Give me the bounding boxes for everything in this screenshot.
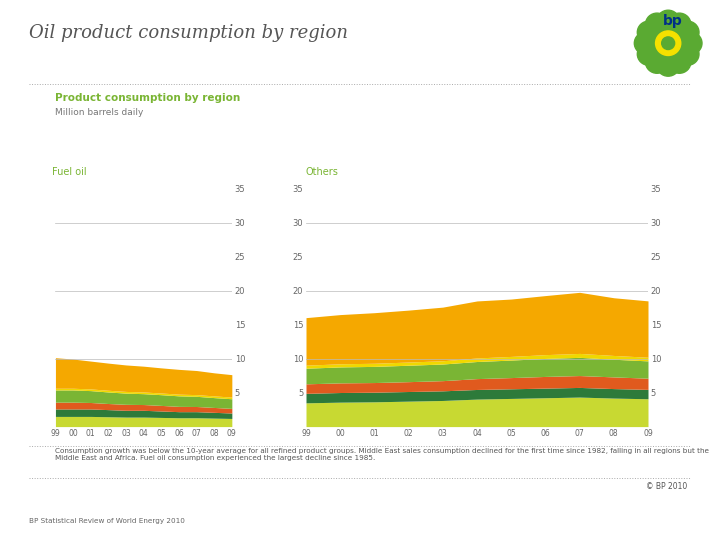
Circle shape (657, 10, 680, 33)
Circle shape (646, 51, 668, 73)
Circle shape (668, 51, 690, 73)
Text: © BP 2010: © BP 2010 (647, 482, 688, 491)
Circle shape (634, 32, 657, 55)
Text: BP Statistical Review of World Energy 2010: BP Statistical Review of World Energy 20… (29, 518, 184, 524)
Text: Consumption growth was below the 10-year average for all refined product groups.: Consumption growth was below the 10-year… (55, 448, 709, 461)
Circle shape (679, 32, 702, 55)
Circle shape (637, 21, 660, 44)
Text: Product consumption by region: Product consumption by region (55, 93, 240, 103)
Circle shape (662, 37, 675, 50)
Circle shape (646, 13, 668, 36)
Text: Fuel oil: Fuel oil (52, 167, 86, 177)
Circle shape (657, 54, 680, 76)
Circle shape (676, 43, 699, 65)
Circle shape (655, 31, 681, 56)
Text: Million barrels daily: Million barrels daily (55, 108, 144, 117)
Text: bp: bp (662, 14, 682, 28)
Circle shape (676, 21, 699, 44)
Text: Oil product consumption by region: Oil product consumption by region (29, 24, 348, 42)
Text: Others: Others (306, 167, 339, 177)
Circle shape (668, 13, 690, 36)
Circle shape (637, 43, 660, 65)
